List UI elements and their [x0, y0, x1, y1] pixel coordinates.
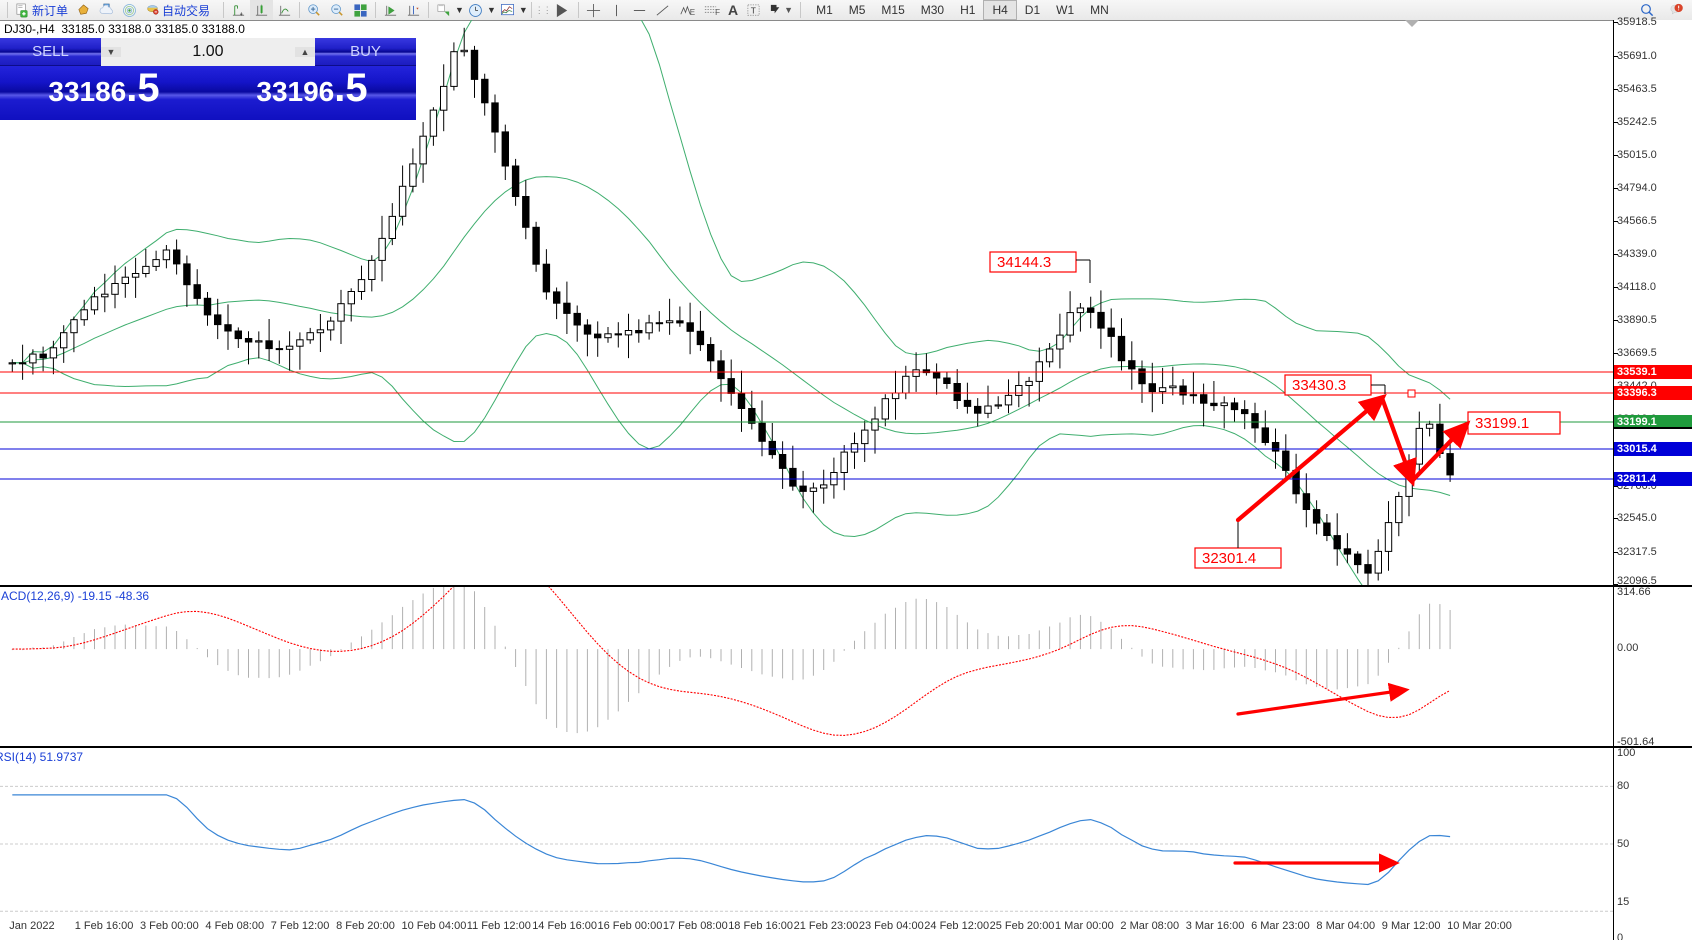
- svg-text:33430.3: 33430.3: [1292, 377, 1346, 394]
- svg-text:33199.1: 33199.1: [1475, 415, 1529, 432]
- svg-text:T: T: [751, 5, 756, 15]
- svg-text:34144.3: 34144.3: [997, 254, 1051, 271]
- svg-text:32301.4: 32301.4: [1202, 550, 1256, 567]
